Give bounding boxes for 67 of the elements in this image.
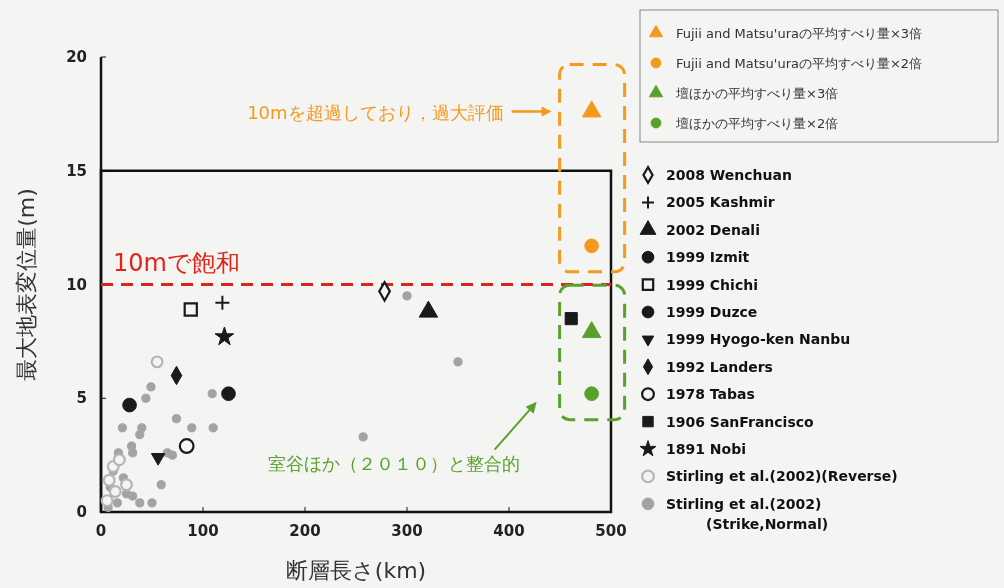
y-tick-label: 15 — [66, 161, 87, 180]
point — [167, 450, 177, 460]
point — [147, 498, 157, 508]
point — [135, 430, 145, 440]
legend-label: 1999 Izmit — [666, 249, 750, 266]
x-tick-label: 300 — [391, 522, 423, 540]
legend-label: 2008 Wenchuan — [666, 167, 792, 183]
annotation: 室谷ほか（２０１０）と整合的 — [267, 452, 520, 474]
point — [128, 491, 138, 501]
point — [150, 453, 166, 466]
point — [120, 478, 133, 492]
x-tick-label: 400 — [493, 522, 525, 540]
legend-label: Fujii and Matsu'uraの平均すべり量×3倍 — [676, 26, 923, 41]
point — [358, 432, 368, 442]
point — [564, 312, 578, 326]
x-tick-label: 500 — [595, 522, 627, 540]
point — [112, 453, 126, 467]
x-tick-label: 100 — [187, 522, 219, 540]
legend-label: 1906 SanFrancisco — [666, 413, 815, 430]
legend-label: 1999 Duzce — [666, 304, 758, 320]
point — [102, 473, 116, 487]
point — [214, 326, 235, 346]
x-tick-label: 0 — [95, 522, 107, 540]
legend-label: 壇ほかの平均すべり量×3倍 — [675, 86, 839, 101]
point — [141, 393, 151, 403]
point — [171, 414, 182, 424]
legend-label: Stirling et al.(2002) (Strike,Normal) — [666, 495, 829, 532]
legend-label: 1891 Nobi — [666, 441, 746, 457]
legend-label: 1978 Tabas — [666, 386, 755, 403]
legend-label: Fujii and Matsu'uraの平均すべり量×2倍 — [676, 56, 923, 71]
legend-label: 1992 Landers — [666, 358, 773, 375]
point — [128, 448, 138, 458]
point — [183, 302, 198, 317]
y-tick-label: 0 — [76, 503, 87, 521]
point — [117, 423, 128, 433]
x-tick-label: 200 — [289, 522, 321, 540]
point — [150, 355, 164, 369]
ref-line-label: 10mで飽和 — [113, 248, 240, 277]
y-tick-label: 5 — [76, 389, 87, 408]
point — [207, 389, 217, 399]
point — [584, 386, 599, 402]
y-tick-label: 20 — [66, 48, 87, 66]
point — [402, 291, 412, 301]
point — [178, 438, 195, 454]
point — [122, 397, 137, 413]
point — [584, 238, 599, 254]
legend-label: 壇ほかの平均すべり量×2倍 — [675, 116, 839, 131]
point — [108, 485, 122, 498]
point — [214, 294, 231, 311]
legend-label: Stirling et al.(2002)(Reverse) — [666, 468, 898, 485]
point — [135, 498, 145, 508]
legend-label: 1999 Hyogo-ken Nanbu — [666, 331, 851, 348]
annotation: 10mを超過しており，過大評価 — [247, 101, 504, 123]
y-axis-title: 最大地表変位量(m) — [14, 188, 39, 381]
point — [100, 494, 114, 508]
point — [146, 382, 156, 392]
point — [221, 386, 236, 402]
y-tick-label: 10 — [66, 275, 87, 294]
point — [453, 357, 463, 367]
point — [208, 423, 218, 433]
point — [156, 480, 166, 490]
point — [187, 423, 197, 433]
legend-label: 2002 Denali — [666, 221, 760, 238]
legend-label: 1999 Chichi — [666, 276, 758, 293]
x-axis-title: 断層長さ(km) — [285, 558, 427, 583]
legend-label: 2005 Kashmir — [666, 194, 775, 211]
point — [112, 498, 122, 508]
